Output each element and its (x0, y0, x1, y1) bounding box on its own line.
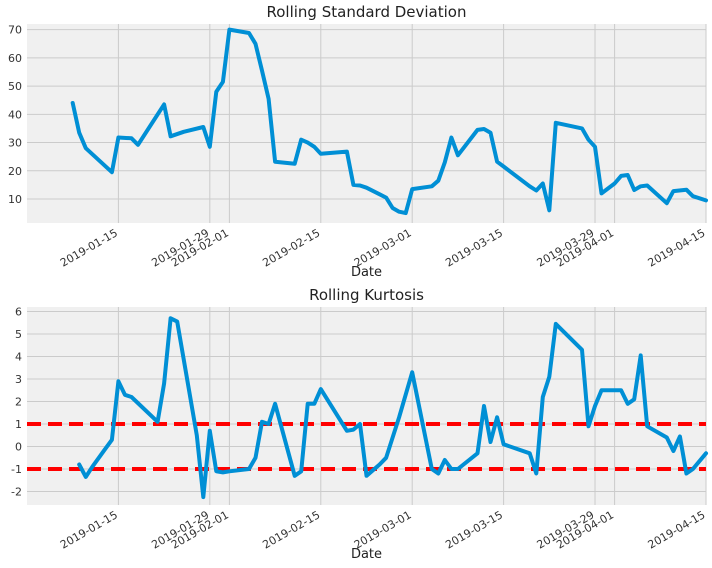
chart-2-title: Rolling Kurtosis (309, 286, 424, 304)
chart-2-x-tick-label: 2019-01-15 (58, 508, 120, 551)
chart-1-x-axis-label: Date (351, 265, 382, 280)
chart-1-y-tick-label: 10 (8, 193, 22, 206)
chart-1-x-tick-label: 2019-02-15 (260, 226, 322, 269)
chart-2-series-line (77, 316, 708, 500)
chart-2-y-tick-label: 1 (15, 418, 22, 431)
chart-1-y-tick-label: 70 (8, 24, 22, 37)
chart-2-x-tick-label: 2019-03-15 (443, 508, 505, 551)
chart-2-x-tick-label: 2019-03-01 (352, 508, 414, 551)
chart-2-y-tick-label: 3 (15, 373, 22, 386)
chart-1-x-tick-label: 2019-03-15 (443, 226, 505, 269)
chart-1-y-tick-label: 20 (8, 165, 22, 178)
chart-2-x-axis-label: Date (351, 547, 382, 562)
chart-1-series-line (70, 27, 708, 216)
chart-2-y-tick-label: 5 (15, 328, 22, 341)
chart-2-y-tick-label: 0 (15, 441, 22, 454)
chart-1-y-tick-label: 50 (8, 80, 22, 93)
chart-1-title: Rolling Standard Deviation (267, 3, 467, 21)
chart-1-x-tick-label: 2019-01-15 (58, 226, 120, 269)
chart-2-y-tick-label: -2 (11, 486, 22, 499)
chart-2-x-tick-label: 2019-04-15 (646, 508, 708, 551)
chart-1-x-tick-label: 2019-03-01 (352, 226, 414, 269)
chart-2-y-tick-label: 4 (15, 351, 22, 364)
chart-1-x-tick-label: 2019-04-15 (646, 226, 708, 269)
chart-2-y-tick-label: 2 (15, 396, 22, 409)
chart-2-y-tick-label: 6 (15, 306, 22, 319)
chart-1-y-tick-label: 60 (8, 52, 22, 65)
chart-1-y-tick-label: 30 (8, 137, 22, 150)
chart-2-y-tick-label: -1 (11, 463, 22, 476)
chart-2-x-tick-label: 2019-02-15 (260, 508, 322, 551)
chart-1-y-tick-label: 40 (8, 108, 22, 121)
